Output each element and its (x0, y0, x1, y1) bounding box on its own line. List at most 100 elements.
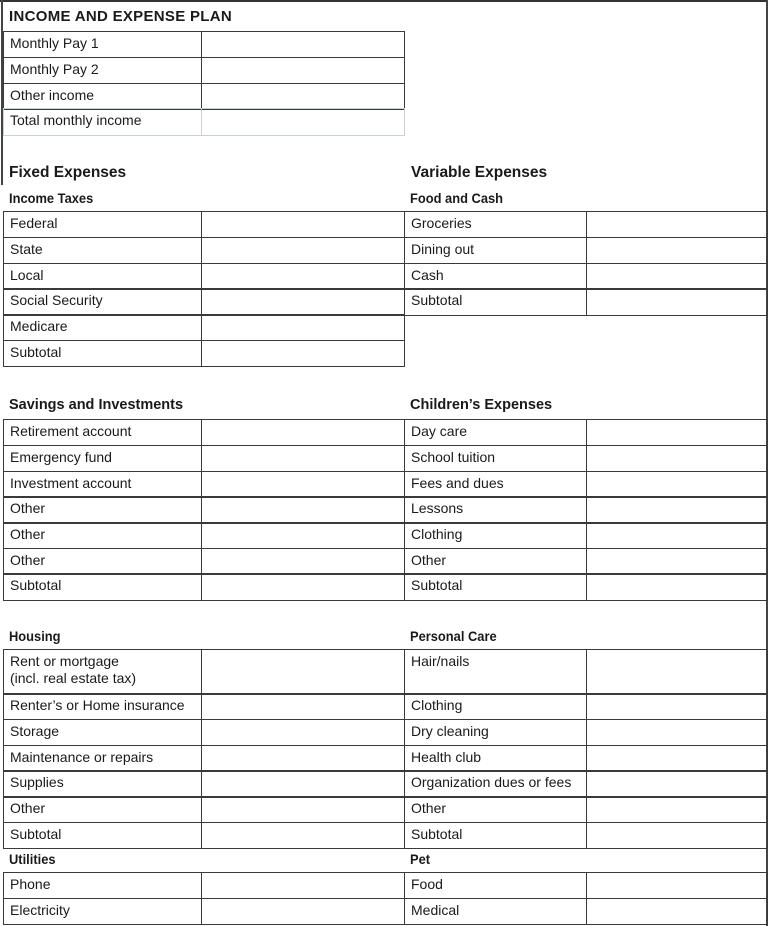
amount-field[interactable] (587, 446, 767, 471)
amount-field[interactable] (202, 797, 404, 822)
row-label: Medical (405, 898, 587, 925)
amount-field[interactable] (202, 84, 404, 109)
amount-field[interactable] (202, 873, 404, 898)
amount-field[interactable] (202, 58, 404, 83)
amount-field[interactable] (587, 264, 767, 289)
personal-care-row: Clothing (404, 693, 768, 721)
amount-field[interactable] (202, 315, 404, 340)
row-label: Organization dues or fees (405, 771, 587, 797)
row-label: Other (4, 548, 202, 574)
amount-field[interactable] (587, 289, 767, 314)
row-label: Federal (4, 212, 202, 238)
amount-field[interactable] (202, 32, 404, 57)
amount-field[interactable] (587, 746, 767, 771)
utilities-row: Electricity (3, 897, 405, 926)
amount-field[interactable] (587, 549, 767, 574)
amount-field[interactable] (202, 497, 404, 522)
income-taxes-row: Local (3, 262, 405, 290)
savings-and-investments-row: Retirement account (3, 419, 405, 447)
amount-field[interactable] (587, 523, 767, 548)
amount-field[interactable] (202, 694, 404, 719)
amount-field[interactable] (202, 771, 404, 796)
row-label: Hair/nails (405, 650, 587, 694)
housing-row: Maintenance or repairs (3, 744, 405, 772)
savings-and-investments-row: Investment account (3, 470, 405, 498)
row-label: Monthly Pay 1 (4, 32, 202, 58)
amount-field[interactable] (587, 497, 767, 522)
pet-heading: Pet (410, 851, 431, 867)
row-label: Subtotal (405, 822, 587, 848)
row-label: Fees and dues (405, 471, 587, 497)
amount-field[interactable] (202, 420, 404, 445)
housing-row: Renter’s or Home insurance (3, 693, 405, 721)
row-label: Maintenance or repairs (4, 745, 202, 771)
income-taxes-row: Social Security (3, 288, 405, 316)
amount-field[interactable] (202, 650, 404, 694)
childrens-expenses-row: Other (404, 547, 768, 575)
amount-field[interactable] (587, 771, 767, 796)
amount-field[interactable] (202, 549, 404, 574)
amount-field[interactable] (202, 341, 404, 366)
utilities-row: Phone (3, 872, 405, 900)
personal-care-row: Subtotal (404, 821, 768, 849)
row-label: Investment account (4, 471, 202, 497)
row-label: Clothing (405, 694, 587, 720)
amount-field[interactable] (202, 574, 404, 599)
page-title: INCOME AND EXPENSE PLAN (9, 8, 233, 25)
housing-heading: Housing (9, 628, 61, 644)
amount-field[interactable] (587, 823, 767, 848)
utilities-heading: Utilities (9, 851, 56, 867)
row-label: Electricity (4, 898, 202, 925)
row-label: Other (405, 548, 587, 574)
savings-and-investments-row: Other (3, 547, 405, 575)
amount-field[interactable] (587, 212, 767, 237)
row-label: Rent or mortgage (incl. real estate tax) (4, 650, 202, 694)
food-and-cash-row: Dining out (404, 236, 768, 265)
income-taxes-row: State (3, 236, 405, 265)
income-taxes-heading: Income Taxes (9, 190, 94, 206)
amount-field[interactable] (202, 109, 404, 134)
row-label: Clothing (405, 523, 587, 549)
fixed-expenses-heading: Fixed Expenses (9, 164, 127, 181)
row-label: Subtotal (4, 340, 202, 366)
housing-row: Supplies (3, 770, 405, 798)
amount-field[interactable] (587, 238, 767, 263)
row-label: Dining out (405, 237, 587, 264)
housing-row: Subtotal (3, 821, 405, 849)
amount-field[interactable] (202, 823, 404, 848)
amount-field[interactable] (202, 289, 404, 314)
row-label: Other (4, 497, 202, 523)
amount-field[interactable] (587, 420, 767, 445)
food-and-cash-row: Cash (404, 262, 768, 290)
amount-field[interactable] (202, 523, 404, 548)
housing-row: Rent or mortgage (incl. real estate tax) (3, 649, 405, 695)
food-and-cash-row: Subtotal (404, 288, 768, 316)
row-label: Subtotal (4, 574, 202, 600)
amount-field[interactable] (587, 694, 767, 719)
amount-field[interactable] (202, 472, 404, 497)
amount-field[interactable] (587, 720, 767, 745)
row-label: Other (4, 523, 202, 549)
amount-field[interactable] (202, 238, 404, 263)
page-border-left (1, 0, 3, 185)
amount-field[interactable] (202, 720, 404, 745)
amount-field[interactable] (202, 746, 404, 771)
row-label: Storage (4, 719, 202, 746)
amount-field[interactable] (202, 446, 404, 471)
row-label: Social Security (4, 289, 202, 315)
amount-field[interactable] (587, 899, 767, 924)
income-taxes-row: Subtotal (3, 339, 405, 367)
savings-and-investments-row: Subtotal (3, 573, 405, 601)
amount-field[interactable] (587, 574, 767, 599)
amount-field[interactable] (202, 212, 404, 237)
childrens-expenses-row: Lessons (404, 496, 768, 524)
row-label: Other income (4, 83, 202, 109)
amount-field[interactable] (587, 472, 767, 497)
amount-field[interactable] (587, 873, 767, 898)
amount-field[interactable] (587, 797, 767, 822)
savings-and-investments-row: Other (3, 496, 405, 524)
amount-field[interactable] (587, 650, 767, 694)
amount-field[interactable] (202, 899, 404, 924)
row-label: Emergency fund (4, 445, 202, 472)
amount-field[interactable] (202, 264, 404, 289)
